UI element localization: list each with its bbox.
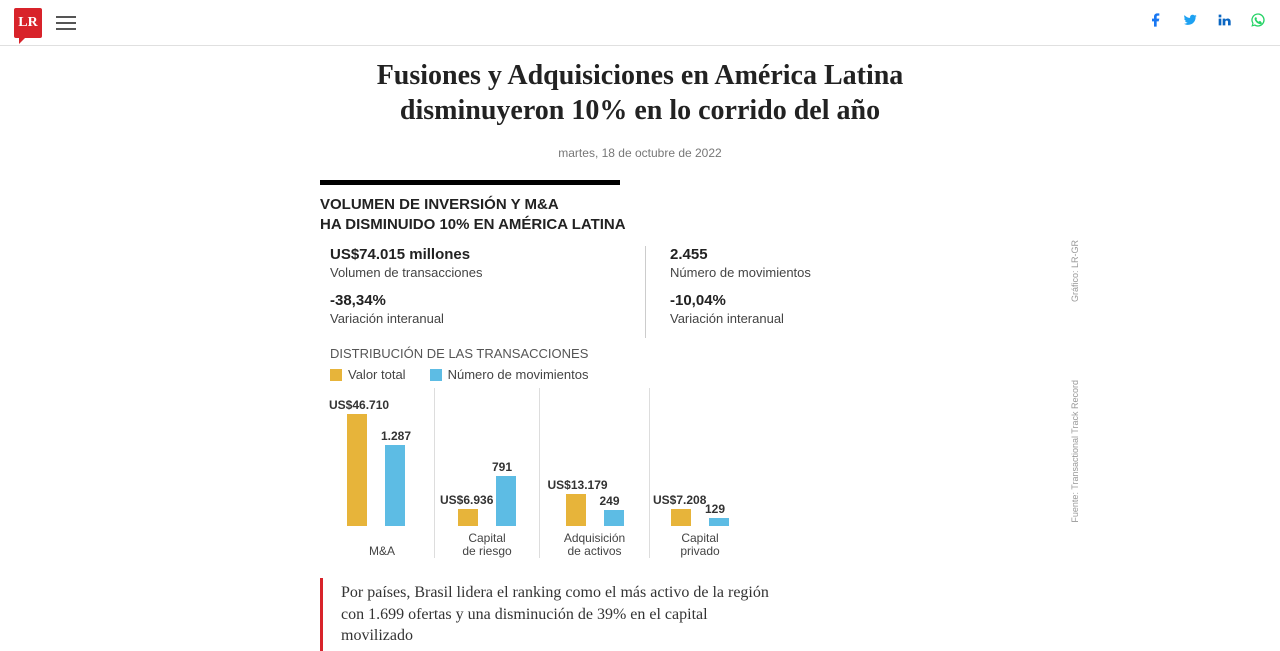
legend-label-value: Valor total — [348, 367, 406, 382]
infographic-rule — [320, 180, 620, 185]
infographic-title: VOLUMEN DE INVERSIÓN Y M&A HA DISMINUIDO… — [320, 195, 960, 234]
bar-value-label: US$6.936 — [440, 493, 493, 507]
infographic: VOLUMEN DE INVERSIÓN Y M&A HA DISMINUIDO… — [320, 180, 960, 558]
facebook-icon[interactable] — [1148, 12, 1164, 33]
bar-value: US$7.208 — [671, 509, 691, 526]
stat-label: Número de movimientos — [670, 265, 960, 280]
infographic-title-line1: VOLUMEN DE INVERSIÓN Y M&A — [320, 195, 960, 215]
stats-right-col: 2.455 Número de movimientos -10,04% Vari… — [645, 246, 960, 338]
stat-label: Volumen de transacciones — [330, 265, 645, 280]
bar-movements: 1.287 — [385, 445, 405, 526]
article: Fusiones y Adquisiciones en América Lati… — [320, 58, 960, 651]
bar-movements-label: 1.287 — [381, 429, 411, 443]
stat-block: -38,34% Variación interanual — [330, 292, 645, 326]
bar-movements-label: 129 — [705, 502, 725, 516]
bar-value-label: US$46.710 — [329, 398, 389, 412]
stat-block: 2.455 Número de movimientos — [670, 246, 960, 280]
stat-value: 2.455 — [670, 246, 960, 263]
article-summary: Por países, Brasil lidera el ranking com… — [320, 578, 780, 651]
bar-value-label: US$7.208 — [653, 493, 706, 507]
bar-movements: 791 — [496, 476, 516, 526]
stats-row: US$74.015 millones Volumen de transaccio… — [320, 246, 960, 338]
bar-value: US$46.710 — [347, 414, 367, 526]
chart-group: US$46.710 1.287 M&A — [330, 388, 435, 558]
chart-legend: Valor total Número de movimientos — [320, 367, 960, 382]
stats-left-col: US$74.015 millones Volumen de transaccio… — [330, 246, 645, 338]
menu-icon[interactable] — [56, 16, 76, 30]
whatsapp-icon[interactable] — [1250, 12, 1266, 33]
chart-group: US$7.208129Capitalprivado — [650, 388, 750, 558]
article-headline: Fusiones y Adquisiciones en América Lati… — [320, 58, 960, 128]
legend-item-movements: Número de movimientos — [430, 367, 589, 382]
legend-swatch-movements — [430, 369, 442, 381]
linkedin-icon[interactable] — [1216, 12, 1232, 33]
credit-fuente: Fuente: Transactional Track Record — [1070, 380, 1080, 523]
stat-value: -38,34% — [330, 292, 645, 309]
bar-value: US$6.936 — [458, 509, 478, 526]
bar-movements-label: 791 — [492, 460, 512, 474]
topbar-left: LR — [14, 8, 76, 38]
bar-movements-label: 249 — [600, 494, 620, 508]
stat-block: US$74.015 millones Volumen de transaccio… — [330, 246, 645, 280]
stat-value: -10,04% — [670, 292, 960, 309]
bar-value: US$13.179 — [566, 494, 586, 526]
site-logo[interactable]: LR — [14, 8, 42, 38]
bar-pair: US$46.710 1.287 — [347, 414, 405, 558]
chart-group: US$13.179 249 Adquisiciónde activos — [540, 388, 650, 558]
axis-label: Adquisiciónde activos — [540, 532, 649, 558]
article-date: martes, 18 de octubre de 2022 — [320, 146, 960, 160]
axis-label: Capitalprivado — [650, 532, 750, 558]
stat-label: Variación interanual — [330, 311, 645, 326]
bar-value-label: US$13.179 — [548, 478, 608, 492]
credit-grafico: Gráfico: LR-GR — [1070, 240, 1080, 302]
chart-group: US$6.936791Capitalde riesgo — [435, 388, 540, 558]
distribution-title: DISTRIBUCIÓN DE LAS TRANSACCIONES — [320, 346, 960, 361]
legend-swatch-value — [330, 369, 342, 381]
logo-text: LR — [18, 15, 37, 31]
axis-label: M&A — [330, 545, 434, 558]
infographic-title-line2: HA DISMINUIDO 10% EN AMÉRICA LATINA — [320, 215, 960, 235]
stat-block: -10,04% Variación interanual — [670, 292, 960, 326]
topbar: LR — [0, 0, 1280, 46]
axis-label: Capitalde riesgo — [435, 532, 539, 558]
twitter-icon[interactable] — [1182, 12, 1198, 33]
chart: US$46.7101.287M&AUS$6.936791Capitalde ri… — [320, 388, 960, 558]
legend-item-value: Valor total — [330, 367, 406, 382]
stat-label: Variación interanual — [670, 311, 960, 326]
social-links — [1148, 12, 1266, 33]
stat-value: US$74.015 millones — [330, 246, 645, 263]
bar-movements: 129 — [709, 518, 729, 526]
legend-label-movements: Número de movimientos — [448, 367, 589, 382]
bar-movements: 249 — [604, 510, 624, 526]
